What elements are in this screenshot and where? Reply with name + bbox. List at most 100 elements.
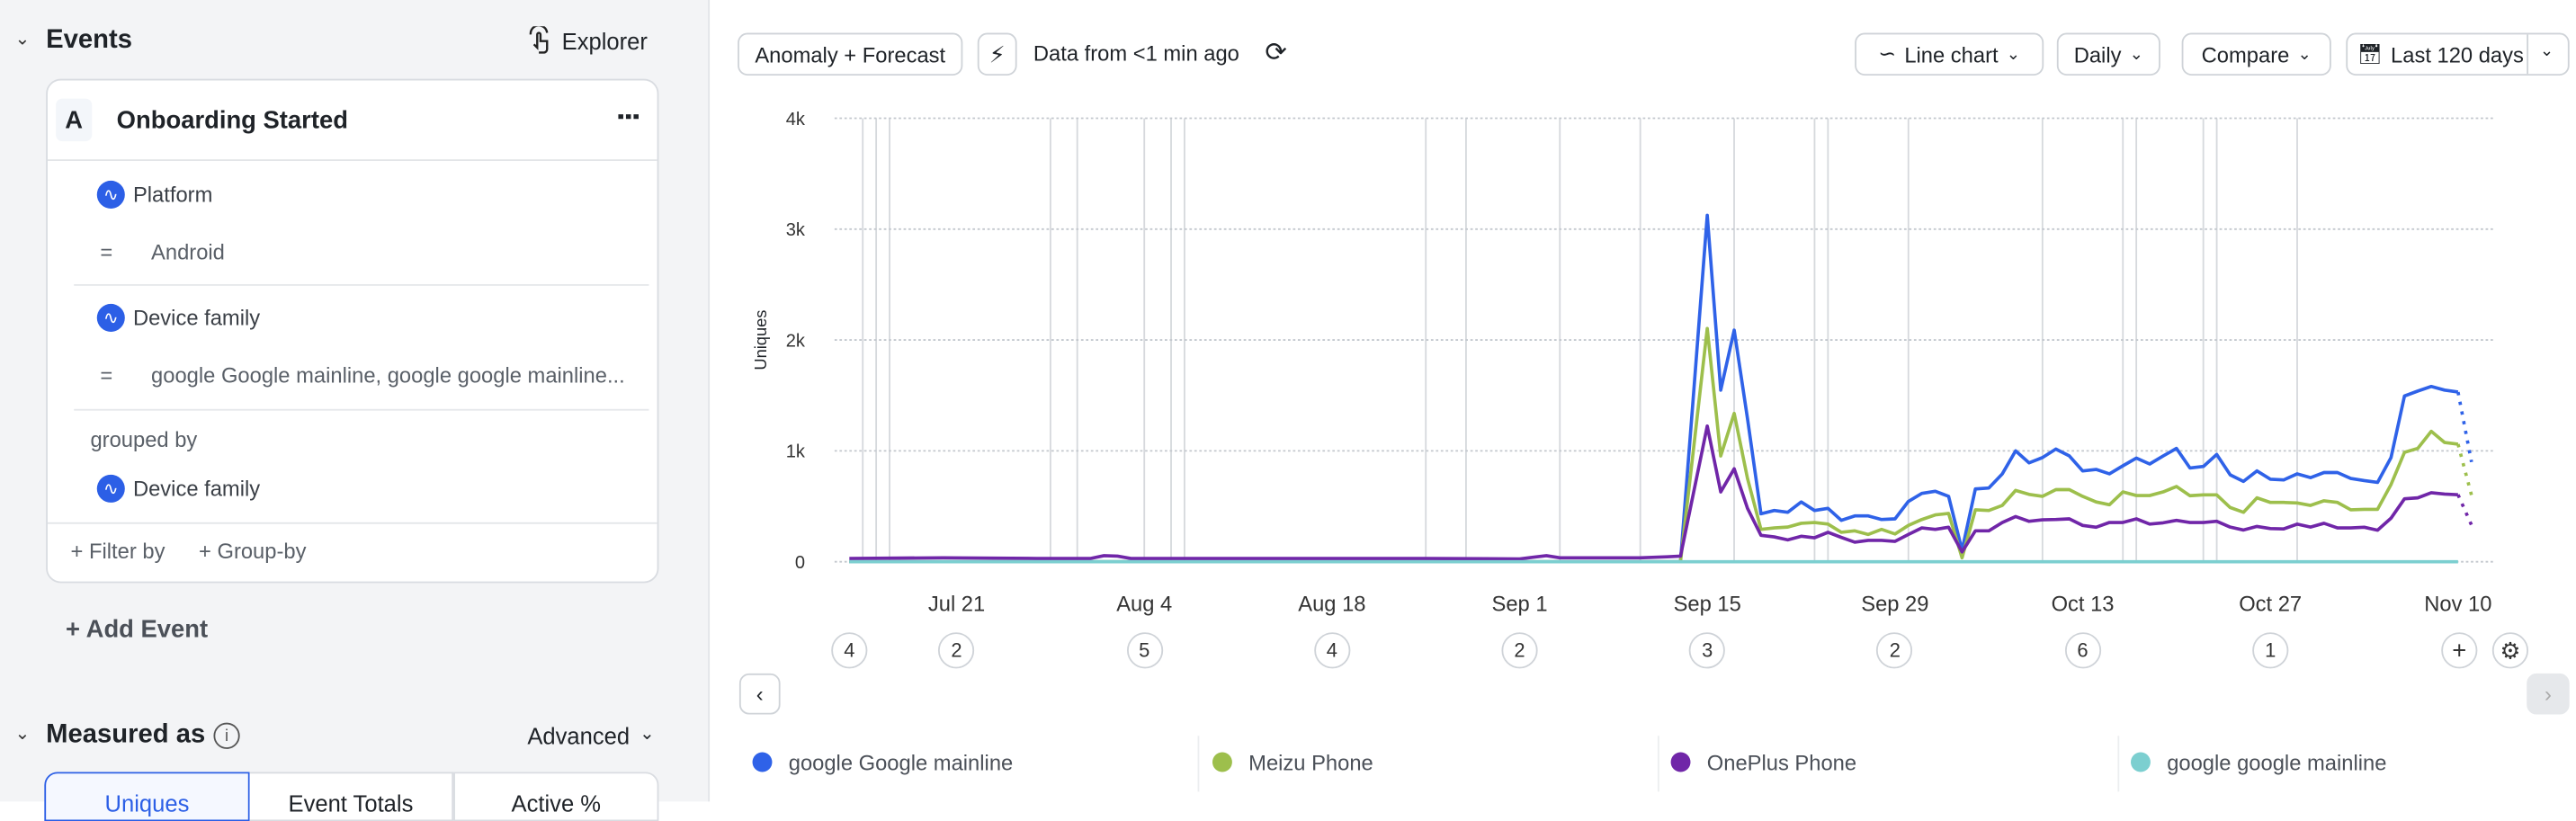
x-tick-label: Oct 27: [2239, 593, 2302, 616]
divider: [74, 283, 649, 286]
annotation-count-badge[interactable]: 1: [2252, 632, 2289, 669]
x-tick-label: Aug 4: [1116, 593, 1172, 616]
chevron-left-icon: ‹: [756, 682, 764, 707]
divider: [2117, 736, 2120, 792]
legend-item[interactable]: OnePlus Phone: [1670, 747, 1857, 777]
legend-label: google Google mainline: [788, 749, 1014, 775]
filter-property-device-family[interactable]: Device family: [132, 305, 261, 331]
property-icon: ∿: [96, 303, 125, 332]
line-chart-icon: ∽: [1878, 40, 1897, 67]
add-event-button[interactable]: + Add Event: [66, 615, 209, 644]
chevron-down-icon: ⌄: [640, 724, 655, 745]
annotation-count-badge[interactable]: 5: [1126, 632, 1163, 669]
legend-label: OnePlus Phone: [1706, 749, 1857, 775]
hand-pointer-icon: [529, 26, 549, 54]
scroll-right-button[interactable]: ›: [2527, 673, 2570, 715]
data-freshness: Data from <1 min ago: [1033, 40, 1239, 67]
legend-label: Meizu Phone: [1248, 749, 1373, 775]
scroll-left-button[interactable]: ‹: [738, 673, 781, 715]
lightning-icon: ⚡︎: [988, 40, 1006, 67]
advanced-label: Advanced: [527, 722, 631, 749]
advanced-dropdown[interactable]: Advanced ⌄: [527, 723, 655, 749]
legend-item[interactable]: google google mainline: [2131, 747, 2386, 777]
legend-dot: [2131, 752, 2151, 772]
filter-value-device-family[interactable]: google Google mainline, google google ma…: [151, 362, 625, 388]
annotation-count-badge[interactable]: 3: [1689, 632, 1726, 669]
chevron-down-icon: ⌄: [2129, 45, 2143, 64]
lightning-button[interactable]: ⚡︎: [977, 32, 1017, 76]
legend-dot: [752, 752, 773, 772]
filter-operator[interactable]: =: [100, 362, 113, 388]
x-tick-label: Sep 1: [1492, 593, 1548, 616]
anomaly-forecast-label: Anomaly + Forecast: [755, 41, 946, 67]
y-tick-label: 1k: [786, 442, 806, 462]
query-panel: ⌄ Events Explorer A Onboarding Started ⋮…: [0, 0, 711, 821]
chart-settings-gear-icon[interactable]: ⚙︎: [2491, 632, 2529, 669]
series-line: [849, 424, 2458, 561]
measured-as-title: Measured as: [46, 720, 206, 749]
x-tick-label: Nov 10: [2424, 593, 2491, 616]
chevron-right-icon: ›: [2544, 682, 2552, 707]
legend-dot: [1212, 752, 1232, 772]
anomaly-forecast-button[interactable]: Anomaly + Forecast: [738, 32, 963, 76]
forecast-line: [2456, 391, 2473, 463]
add-annotation-button[interactable]: +: [2441, 632, 2478, 669]
legend-item[interactable]: Meizu Phone: [1212, 747, 1373, 777]
forecast-line: [2456, 494, 2473, 526]
y-tick-label: 0: [795, 553, 805, 573]
event-letter-badge: A: [56, 98, 93, 142]
divider: [47, 522, 657, 524]
date-range-label: Last 120 days: [2391, 41, 2524, 67]
interval-dropdown[interactable]: Daily ⌄: [2056, 32, 2160, 76]
chart-type-dropdown[interactable]: ∽ Line chart ⌄: [1855, 32, 2044, 76]
event-card: A Onboarding Started ⋮ ∿ Platform = Andr…: [46, 78, 659, 584]
annotation-count-badge[interactable]: 2: [1876, 632, 1913, 669]
annotation-count-badge[interactable]: 4: [1313, 632, 1350, 669]
x-tick-label: Jul 21: [928, 593, 985, 616]
measured-as-collapse-chevron-icon[interactable]: ⌄: [14, 724, 31, 745]
chart-type-label: Line chart: [1904, 41, 1999, 67]
filter-value-platform[interactable]: Android: [151, 239, 225, 265]
legend-dot: [1670, 752, 1691, 772]
y-tick-label: 3k: [786, 220, 806, 240]
info-icon[interactable]: i: [213, 722, 240, 749]
events-collapse-chevron-icon[interactable]: ⌄: [14, 29, 31, 49]
legend-label: google google mainline: [2167, 749, 2387, 775]
interval-label: Daily: [2073, 41, 2122, 67]
divider: [2527, 34, 2529, 75]
filter-operator[interactable]: =: [100, 239, 113, 265]
explorer-button[interactable]: Explorer: [527, 26, 648, 54]
y-axis-label: Uniques: [753, 309, 772, 370]
filter-by-button[interactable]: + Filter by: [70, 539, 165, 564]
date-range-chevron-icon[interactable]: ⌄: [2539, 42, 2554, 61]
annotation-count-badge[interactable]: 2: [938, 632, 975, 669]
group-by-button[interactable]: + Group-by: [199, 539, 307, 564]
event-name[interactable]: Onboarding Started: [116, 106, 348, 135]
calendar-icon: 📅︎: [2357, 42, 2383, 67]
date-range-picker[interactable]: 📅︎ Last 120 days ⌄: [2346, 32, 2570, 76]
divider: [1197, 736, 1200, 792]
property-icon: ∿: [96, 180, 125, 209]
annotation-count-badge[interactable]: 2: [1501, 632, 1538, 669]
legend-item[interactable]: google Google mainline: [752, 747, 1014, 777]
x-tick-label: Oct 13: [2052, 593, 2115, 616]
property-icon: ∿: [96, 474, 125, 503]
divider: [1657, 736, 1659, 792]
divider: [74, 408, 649, 411]
x-tick-label: Sep 15: [1674, 593, 1741, 616]
compare-dropdown[interactable]: Compare ⌄: [2181, 32, 2331, 76]
filter-property-platform[interactable]: Platform: [132, 182, 213, 208]
annotation-count-badge[interactable]: 6: [2064, 632, 2101, 669]
chevron-down-icon: ⌄: [2297, 45, 2312, 64]
group-by-property[interactable]: Device family: [132, 476, 261, 502]
annotation-count-badge[interactable]: 4: [831, 632, 868, 669]
grouped-by-label: grouped by: [90, 426, 198, 452]
y-tick-label: 4k: [786, 110, 806, 129]
x-tick-label: Aug 18: [1298, 593, 1365, 616]
line-chart: 0 1k 2k 3k 4k Jul 21 Aug 4 Aug 18 Sep 1 Sep 15 Sep…: [786, 110, 2494, 616]
chevron-down-icon: ⌄: [2006, 45, 2021, 64]
refresh-icon[interactable]: ⟳: [1265, 39, 1287, 67]
compare-label: Compare: [2201, 41, 2290, 67]
explorer-label: Explorer: [561, 27, 648, 54]
